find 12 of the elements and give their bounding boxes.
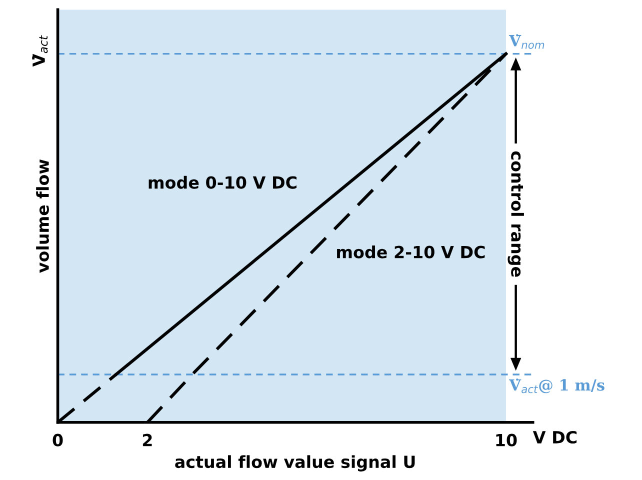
x-tick-label: 10 xyxy=(496,434,517,446)
ref-line-label: V̇$_{nom}$ xyxy=(509,34,544,49)
y-axis-title: volume flow xyxy=(36,159,49,273)
annotation: control range xyxy=(508,151,524,277)
series-label: mode 0-10 V DC xyxy=(148,176,296,189)
text: V̇$_{act}$ xyxy=(32,35,48,67)
ref-line-label: V̇$_{act}$@ 1 m/s xyxy=(509,378,604,394)
x-tick-label: 2 xyxy=(142,434,152,446)
series-label: mode 2-10 V DC xyxy=(337,245,485,258)
text: V DC xyxy=(532,430,577,444)
x-tick-label: 0 xyxy=(52,434,63,446)
x-axis-title: actual flow value signal U xyxy=(175,455,415,472)
